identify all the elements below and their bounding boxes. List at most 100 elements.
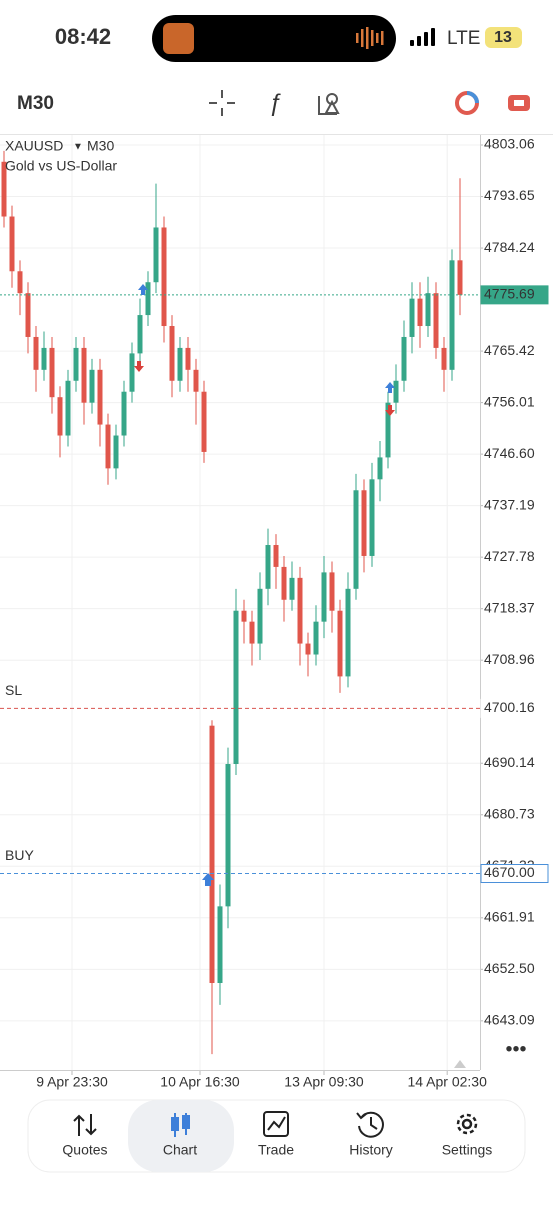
tab-label[interactable]: Chart (163, 1142, 197, 1158)
candle-body (401, 336, 407, 381)
candle-body (425, 293, 431, 327)
candle-body (233, 610, 239, 765)
y-tick-label: 4746.60 (484, 445, 535, 461)
one-click-inner (514, 100, 524, 106)
price-label: 4775.69 (484, 286, 535, 302)
price-line-name: SL (5, 682, 22, 698)
y-tick-label: 4661.91 (484, 909, 535, 925)
candle-body (217, 906, 223, 984)
candle-body (321, 572, 327, 622)
trade-button-accent (466, 91, 479, 104)
candle-body (65, 380, 71, 436)
y-tick-label: 4652.50 (484, 960, 535, 976)
candle-body (25, 293, 31, 337)
y-tick-label: 4756.01 (484, 393, 535, 409)
y-tick-label: 4765.42 (484, 342, 535, 358)
quotes-icon (73, 1114, 97, 1136)
y-tick-label: 4793.65 (484, 187, 535, 203)
candle-body (73, 347, 79, 381)
tab-label[interactable]: Settings (442, 1142, 493, 1158)
indicators-button[interactable]: ƒ (268, 89, 281, 116)
candle-body (369, 479, 375, 556)
audio-wave (356, 27, 384, 49)
y-tick-label: 4690.14 (484, 754, 535, 770)
candle-body (305, 643, 311, 655)
y-tick-label: 4737.19 (484, 496, 535, 512)
crosshair-button[interactable] (209, 90, 235, 116)
chart-icon (171, 1113, 190, 1137)
y-tick-label: 4718.37 (484, 599, 535, 615)
price-line-name: BUY (5, 847, 34, 863)
candle-body (97, 369, 103, 425)
x-tick-label: 14 Apr 02:30 (407, 1074, 487, 1090)
candle-body (81, 347, 87, 403)
candle-body (273, 545, 279, 567)
price-label: 4670.00 (484, 864, 535, 880)
candle-body (17, 271, 23, 294)
candle-body (313, 621, 319, 655)
x-tick-label: 13 Apr 09:30 (284, 1074, 364, 1090)
candle-body (329, 572, 335, 611)
candle-body (153, 227, 159, 283)
objects-button[interactable] (318, 93, 340, 115)
candle-body (337, 610, 343, 677)
candle-body (161, 227, 167, 327)
plot: 9 Apr 23:30 10 Apr 16:30 13 Apr 09:30 14 Ap… (0, 135, 549, 1090)
tab-label[interactable]: Quotes (62, 1142, 107, 1158)
candle-body (241, 610, 247, 622)
trade-arrows (134, 284, 395, 886)
chart-timeframe: M30 (87, 138, 114, 154)
symbol[interactable]: XAUUSD (5, 138, 63, 154)
candle-body (377, 457, 383, 480)
candle-body (385, 402, 391, 458)
tab-label[interactable]: History (349, 1142, 393, 1158)
candle-body (393, 380, 399, 403)
candle-body (113, 435, 119, 469)
symbol-dropdown[interactable]: ▼ (73, 142, 83, 153)
price-label-box (480, 285, 549, 305)
candle-body (249, 621, 255, 644)
y-tick-label: 4727.78 (484, 548, 535, 564)
candle-body (257, 588, 263, 644)
candle-body (345, 588, 351, 677)
candle-body (353, 490, 359, 589)
candle-body (57, 397, 63, 436)
y-tick-label: 4708.96 (484, 651, 535, 667)
tab-label[interactable]: Trade (258, 1142, 294, 1158)
clock: 08:42 (55, 24, 111, 49)
candle-body (265, 545, 271, 589)
price-label-box (480, 698, 549, 718)
more-button[interactable]: ••• (505, 1038, 526, 1060)
trade-icon (263, 1111, 289, 1137)
candle-body (409, 298, 415, 337)
active-tab-bg (128, 1100, 234, 1172)
dynamic-island (152, 15, 396, 62)
candle-body (105, 424, 111, 469)
candle-body (89, 369, 95, 403)
app-icon (163, 23, 194, 54)
y-tick-label: 4784.24 (484, 239, 535, 255)
candle-body (281, 566, 287, 600)
candle-body (441, 347, 447, 370)
price-label-box (480, 864, 549, 884)
candle-body (1, 161, 7, 217)
candle-body (33, 336, 39, 370)
candle-body (193, 369, 199, 392)
candle-body (289, 577, 295, 600)
candle-body (129, 353, 135, 392)
candle-body (49, 347, 55, 398)
candle-body (121, 391, 127, 436)
candle-body (361, 490, 367, 556)
candle-body (433, 293, 439, 348)
candle-body (177, 347, 183, 381)
y-tick-label: 4803.06 (484, 136, 535, 152)
symbol-description: Gold vs US-Dollar (5, 158, 117, 174)
y-tick-label: 4643.09 (484, 1012, 535, 1028)
timeframe-button[interactable]: M30 (17, 93, 54, 114)
price-label: 4700.16 (484, 699, 535, 715)
candle-body (185, 347, 191, 370)
candle-body (209, 725, 215, 984)
battery-label: 13 (494, 29, 512, 46)
